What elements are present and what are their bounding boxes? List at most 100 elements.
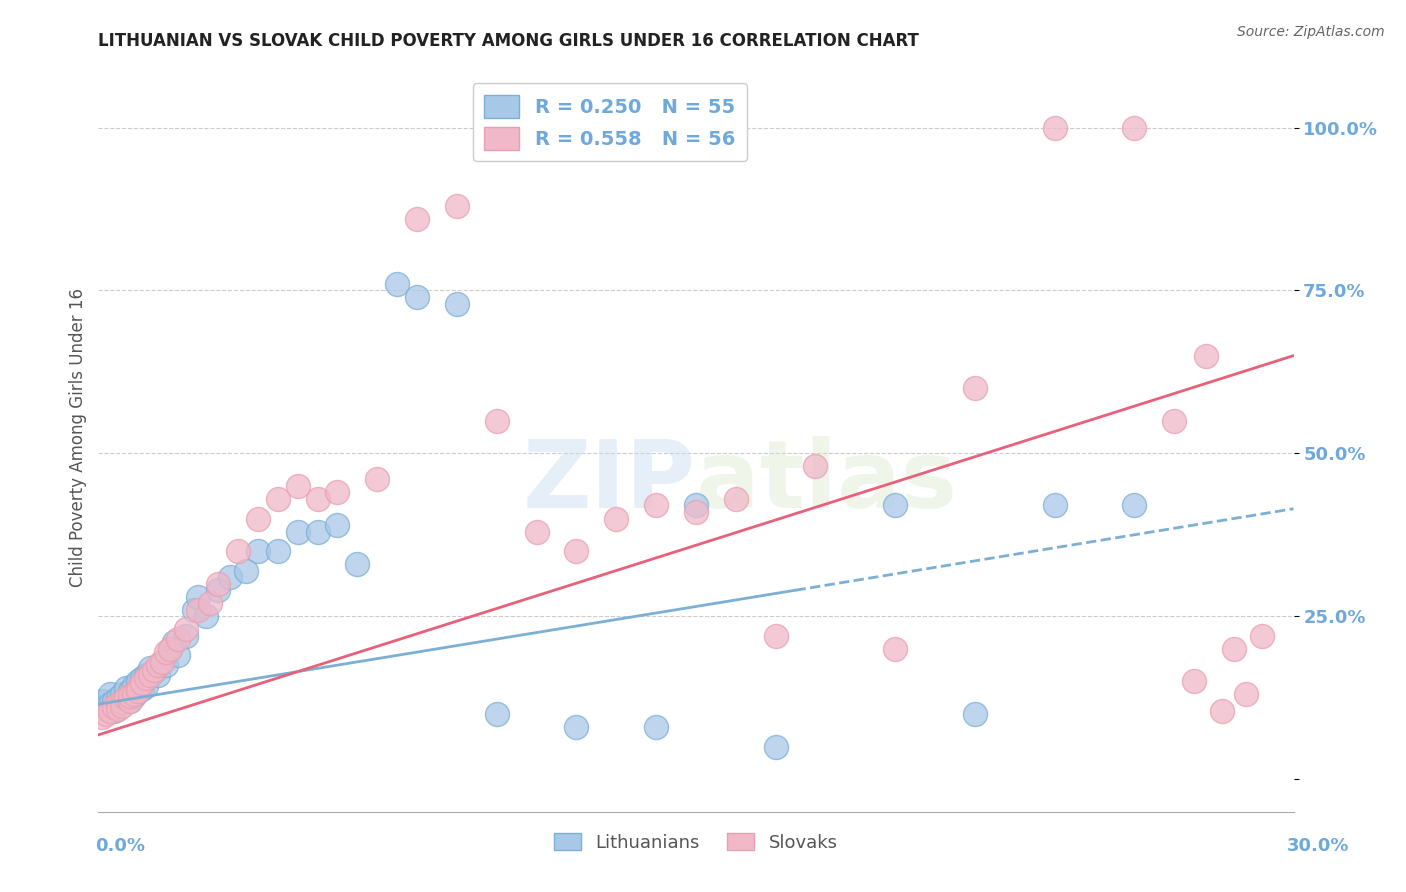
Point: [485, 414, 508, 428]
Point: [115, 690, 138, 705]
Point: [127, 684, 149, 698]
Point: [103, 700, 125, 714]
Point: [143, 665, 166, 679]
Point: [565, 720, 588, 734]
Point: [1223, 641, 1246, 656]
Point: [174, 622, 197, 636]
Legend: Lithuanians, Slovaks: Lithuanians, Slovaks: [547, 826, 845, 859]
Point: [884, 641, 907, 656]
Point: [346, 557, 368, 571]
Point: [91, 694, 114, 708]
Point: [1182, 674, 1205, 689]
Point: [148, 668, 170, 682]
Point: [1163, 414, 1185, 428]
Point: [446, 199, 468, 213]
Point: [195, 609, 218, 624]
Point: [198, 596, 221, 610]
Point: [326, 518, 349, 533]
Point: [143, 663, 166, 677]
Point: [139, 661, 162, 675]
Point: [155, 645, 177, 659]
Point: [111, 688, 134, 702]
Point: [96, 706, 118, 721]
Point: [526, 524, 548, 539]
Point: [235, 564, 257, 578]
Point: [219, 570, 242, 584]
Text: atlas: atlas: [696, 436, 957, 528]
Point: [485, 706, 508, 721]
Point: [120, 694, 142, 708]
Point: [98, 697, 122, 711]
Point: [107, 702, 129, 716]
Point: [127, 684, 149, 698]
Point: [131, 682, 153, 697]
Point: [226, 544, 249, 558]
Point: [115, 690, 138, 705]
Point: [287, 524, 309, 539]
Point: [98, 688, 122, 702]
Point: [385, 277, 409, 291]
Point: [96, 700, 118, 714]
Point: [765, 739, 787, 754]
Point: [174, 629, 197, 643]
Point: [605, 511, 627, 525]
Point: [183, 603, 205, 617]
Point: [565, 544, 588, 558]
Point: [307, 491, 329, 506]
Point: [159, 641, 181, 656]
Point: [246, 511, 269, 525]
Point: [1234, 688, 1257, 702]
Point: [1211, 704, 1233, 718]
Point: [124, 688, 146, 702]
Point: [98, 704, 122, 718]
Point: [107, 697, 129, 711]
Point: [287, 479, 309, 493]
Point: [765, 629, 787, 643]
Point: [148, 658, 170, 673]
Point: [131, 671, 153, 685]
Point: [1123, 120, 1146, 135]
Point: [207, 583, 229, 598]
Point: [187, 603, 209, 617]
Point: [103, 694, 125, 708]
Point: [1043, 499, 1066, 513]
Point: [167, 648, 190, 663]
Point: [159, 641, 181, 656]
Point: [103, 704, 125, 718]
Point: [135, 668, 157, 682]
Point: [167, 632, 190, 646]
Point: [124, 689, 146, 703]
Point: [150, 655, 173, 669]
Point: [406, 211, 429, 226]
Text: ZIP: ZIP: [523, 436, 696, 528]
Point: [115, 681, 138, 695]
Point: [120, 694, 142, 708]
Point: [446, 296, 468, 310]
Point: [131, 675, 153, 690]
Point: [135, 671, 157, 685]
Point: [645, 720, 668, 734]
Point: [884, 499, 907, 513]
Point: [267, 491, 290, 506]
Point: [724, 491, 747, 506]
Point: [1123, 499, 1146, 513]
Point: [207, 576, 229, 591]
Point: [150, 655, 173, 669]
Point: [127, 674, 149, 689]
Point: [120, 684, 142, 698]
Text: 30.0%: 30.0%: [1288, 837, 1350, 855]
Point: [267, 544, 290, 558]
Point: [645, 499, 668, 513]
Point: [107, 697, 129, 711]
Point: [326, 485, 349, 500]
Point: [91, 710, 114, 724]
Point: [111, 695, 134, 709]
Point: [1250, 629, 1272, 643]
Point: [127, 681, 149, 695]
Y-axis label: Child Poverty Among Girls Under 16: Child Poverty Among Girls Under 16: [69, 287, 87, 587]
Point: [366, 472, 388, 486]
Point: [246, 544, 269, 558]
Point: [111, 699, 134, 714]
Point: [155, 658, 177, 673]
Point: [124, 678, 146, 692]
